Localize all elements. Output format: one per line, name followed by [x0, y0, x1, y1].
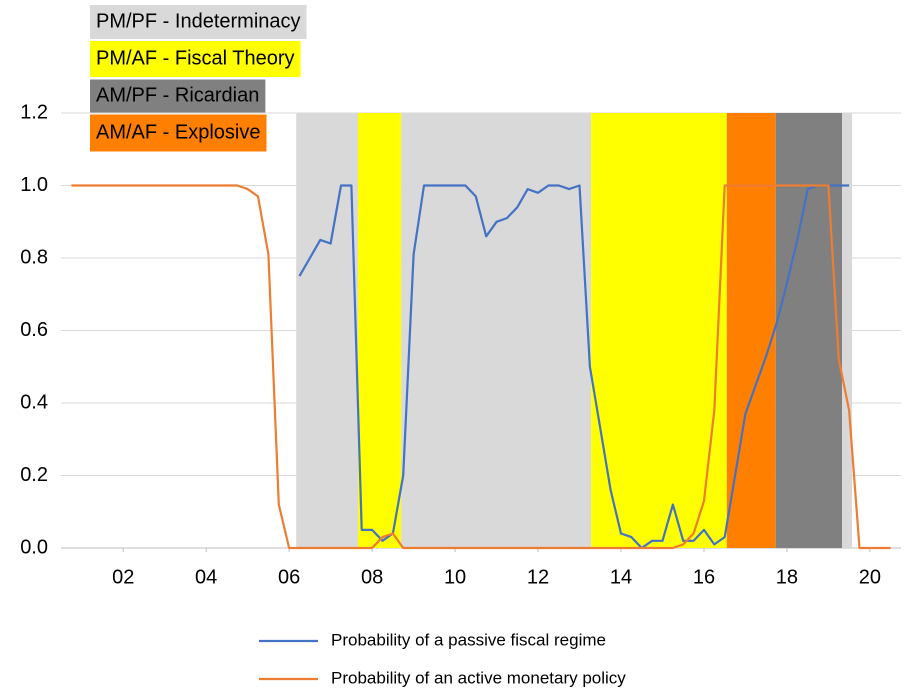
regime-swatch	[90, 79, 266, 113]
x-tick-label: 14	[610, 566, 632, 588]
x-tick-label: 02	[112, 566, 134, 588]
regime-band	[358, 113, 402, 548]
y-tick-label: 0.2	[20, 464, 48, 486]
x-tick-label: 10	[444, 566, 466, 588]
regime-swatch	[90, 41, 301, 77]
legend-label: Probability of a passive fiscal regime	[331, 630, 606, 649]
regime-legend-label: PM/AF - Fiscal Theory	[96, 47, 295, 69]
legend: Probability of a passive fiscal regime Pr…	[259, 630, 626, 687]
x-tick-label: 04	[195, 566, 217, 588]
regime-swatch	[90, 5, 307, 39]
regime-legend-label: PM/PF - Indeterminacy	[96, 10, 301, 32]
regime-band	[775, 113, 843, 548]
regime-legend-label: AM/AF - Explosive	[96, 121, 260, 143]
x-tick-label: 20	[859, 566, 881, 588]
regime-legend-label: AM/PF - Ricardian	[96, 84, 259, 106]
regime-band	[591, 113, 727, 548]
y-tick-label: 0.0	[20, 536, 48, 558]
legend-label: Probability of an active monetary policy	[331, 668, 626, 687]
regime-band	[296, 113, 359, 548]
regime-swatch	[90, 114, 267, 152]
regime-legend-item: PM/AF - Fiscal Theory	[90, 41, 301, 77]
series-line	[71, 184, 891, 550]
y-tick-label: 1.2	[20, 101, 48, 123]
regime-legend-item: AM/AF - Explosive	[90, 114, 267, 152]
x-tick-label: 12	[527, 566, 549, 588]
y-tick-label: 1.0	[20, 174, 48, 196]
regime-legend-item: PM/PF - Indeterminacy	[90, 5, 307, 39]
y-tick-label: 0.4	[20, 391, 48, 413]
x-tick-label: 08	[361, 566, 383, 588]
regime-band	[842, 113, 853, 548]
y-tick-label: 0.8	[20, 246, 48, 268]
x-tick-label: 06	[278, 566, 300, 588]
x-tick-label: 18	[776, 566, 798, 588]
regime-legend-item: AM/PF - Ricardian	[90, 79, 266, 113]
y-tick-label: 0.6	[20, 319, 48, 341]
regime-band	[401, 113, 592, 548]
x-tick-label: 16	[693, 566, 715, 588]
